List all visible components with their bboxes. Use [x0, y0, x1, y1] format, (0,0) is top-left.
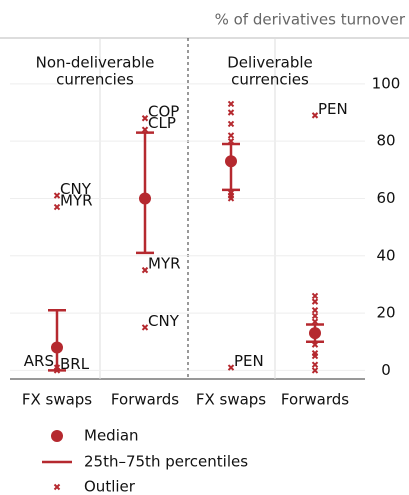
- outlier: [227, 137, 235, 145]
- outlier-label: PEN: [318, 100, 348, 118]
- outlier: [311, 361, 319, 368]
- outlier: [141, 324, 149, 331]
- outlier: [311, 312, 319, 320]
- outlier-label: COP: [148, 103, 179, 121]
- outlier-label: CNY: [60, 180, 92, 198]
- median: [309, 327, 321, 340]
- x-tick-label: FX swaps: [22, 391, 92, 409]
- outlier: [227, 195, 235, 202]
- y-tick-label: 60: [376, 189, 395, 207]
- y-tick-label: 20: [376, 304, 395, 322]
- outlier: [141, 126, 149, 133]
- outlier: [227, 100, 235, 108]
- outlier-label: PEN: [234, 352, 264, 370]
- median: [51, 341, 63, 354]
- x-tick-label: FX swaps: [196, 391, 266, 409]
- panel-title: currencies: [231, 71, 309, 89]
- outlier-label: MYR: [148, 255, 181, 273]
- panel-title: Non-deliverable: [36, 54, 155, 72]
- legend-label: Median: [84, 427, 139, 445]
- outlier: [311, 112, 319, 119]
- outlier: [311, 318, 319, 325]
- legend-label: 25th–75th percentiles: [84, 453, 248, 471]
- outlier-label: BRL: [60, 355, 90, 373]
- legend-label: Outlier: [84, 478, 136, 495]
- outlier: [227, 132, 235, 139]
- outlier-label: ARS: [24, 352, 54, 370]
- y-tick-label: 0: [381, 361, 391, 379]
- outlier: [53, 203, 61, 211]
- x-tick-label: Forwards: [111, 391, 179, 409]
- y-tick-label: 100: [372, 74, 401, 92]
- chart-title: % of derivatives turnover: [215, 11, 406, 29]
- y-tick-label: 40: [376, 246, 395, 264]
- outlier: [311, 341, 319, 348]
- outlier: [141, 115, 149, 122]
- panel-title: Deliverable: [227, 54, 313, 72]
- y-tick-label: 80: [376, 132, 395, 150]
- outlier-label: CLP: [148, 114, 176, 132]
- median: [225, 155, 237, 168]
- outlier: [53, 192, 61, 199]
- outlier: [311, 352, 319, 360]
- outlier: [311, 307, 319, 314]
- outlier: [227, 364, 235, 371]
- outlier: [53, 483, 61, 491]
- outlier: [311, 298, 319, 305]
- legend-median: [51, 430, 63, 442]
- outlier: [227, 120, 235, 128]
- outlier-label: MYR: [60, 192, 93, 210]
- outlier: [311, 292, 319, 300]
- outlier: [53, 367, 61, 374]
- x-tick-label: Forwards: [281, 391, 349, 409]
- median: [139, 192, 151, 205]
- panel-title: currencies: [56, 71, 134, 89]
- outlier: [141, 266, 149, 274]
- outlier: [227, 109, 235, 116]
- outlier-label: CNY: [148, 312, 180, 330]
- outlier: [311, 367, 319, 374]
